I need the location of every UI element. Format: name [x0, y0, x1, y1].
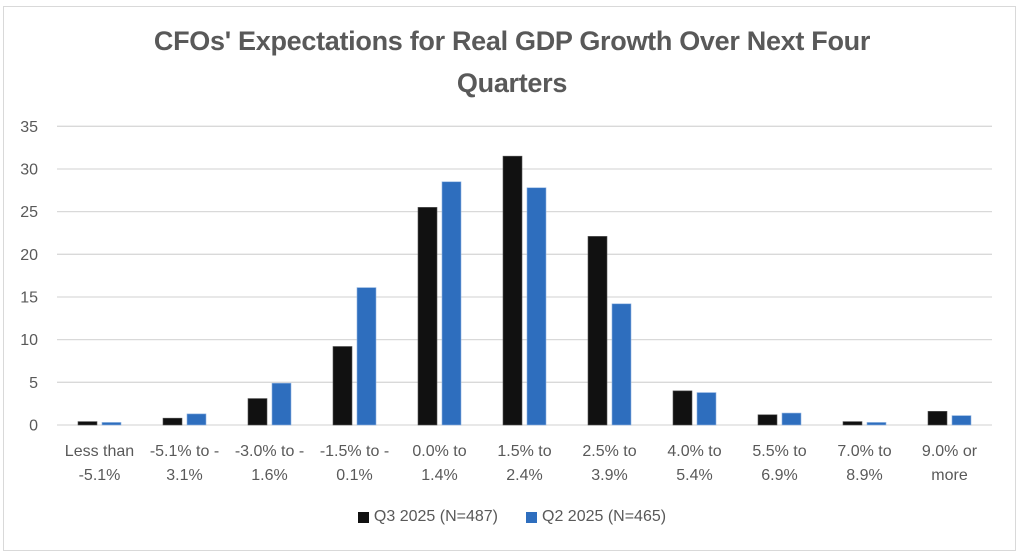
y-tick-label-15: 15	[20, 289, 38, 306]
chart-title: CFOs' Expectations for Real GDP Growth O…	[0, 20, 1024, 104]
x-tick-label-line: 0.0% to	[412, 443, 466, 460]
bar-q3-2025-0	[77, 421, 98, 426]
x-axis-ticks: Less than -5.1% -5.1% to - 3.1% -3.0% to - 1.…	[65, 443, 978, 484]
bar-q2-2025-10	[951, 415, 972, 426]
x-tick-label-line: -5.1% to -	[150, 443, 219, 460]
chart-title-line-1: CFOs' Expectations for Real GDP Growth O…	[153, 26, 871, 56]
x-tick-label-line: 4.0% to	[667, 443, 721, 460]
bar-q2-2025-5	[526, 187, 547, 426]
x-tick-label-4: 0.0% to 1.4%	[412, 443, 466, 484]
x-tick-label-8: 5.5% to 6.9%	[752, 443, 806, 484]
x-tick-label-line: 2.4%	[506, 467, 542, 484]
y-tick-label-25: 25	[20, 204, 38, 221]
bar-q2-2025-0	[101, 422, 122, 426]
legend-label-q3-2025: Q3 2025 (N=487)	[373, 508, 498, 525]
bar-q2-2025-7	[696, 392, 717, 426]
x-tick-label-line: 3.1%	[166, 467, 202, 484]
y-tick-label-35: 35	[20, 119, 38, 136]
bar-q3-2025-1	[162, 417, 183, 426]
bar-q3-2025-4	[417, 207, 438, 426]
bar-q3-2025-9	[842, 421, 863, 426]
x-tick-label-line: 9.0% or	[922, 443, 978, 460]
x-tick-label-line: -5.1%	[79, 467, 121, 484]
x-tick-label-line: 5.4%	[676, 467, 712, 484]
legend-swatch-q3-2025	[357, 511, 369, 523]
chart-title-line-2: Quarters	[456, 68, 568, 98]
bar-q2-2025-6	[611, 303, 632, 426]
bar-q2-2025-1	[186, 413, 207, 426]
y-axis-ticks: 0 5 10 15 20 25 30 35	[20, 119, 38, 435]
x-tick-label-line: -1.5% to -	[320, 443, 389, 460]
x-tick-label-3: -1.5% to - 0.1%	[320, 443, 389, 484]
bar-q3-2025-7	[672, 390, 693, 426]
bar-q3-2025-2	[247, 398, 268, 426]
x-tick-label-9: 7.0% to 8.9%	[837, 443, 891, 484]
x-tick-label-line: 1.5% to	[497, 443, 551, 460]
x-tick-label-line: 1.6%	[251, 467, 287, 484]
legend-item-q3-2025[interactable]: Q3 2025 (N=487)	[357, 508, 498, 526]
x-tick-label-line: Less than	[65, 443, 134, 460]
x-tick-label-7: 4.0% to 5.4%	[667, 443, 721, 484]
gridlines	[57, 125, 992, 426]
bar-q2-2025-3	[356, 287, 377, 426]
y-tick-label-20: 20	[20, 247, 38, 264]
x-tick-label-line: 1.4%	[421, 467, 457, 484]
x-tick-label-1: -5.1% to - 3.1%	[150, 443, 219, 484]
bar-q2-2025-4	[441, 181, 462, 426]
bar-q2-2025-2	[271, 382, 292, 426]
y-tick-label-0: 0	[29, 418, 38, 435]
y-tick-label-5: 5	[29, 375, 38, 392]
bar-q3-2025-10	[927, 411, 948, 426]
bar-q3-2025-6	[587, 236, 608, 426]
x-tick-label-6: 2.5% to 3.9%	[582, 443, 636, 484]
bars	[77, 155, 972, 426]
x-tick-label-0: Less than -5.1%	[65, 443, 134, 484]
bar-q2-2025-9	[866, 422, 887, 426]
bar-q2-2025-8	[781, 412, 802, 426]
x-tick-label-line: -3.0% to -	[235, 443, 304, 460]
bar-q3-2025-5	[502, 155, 523, 426]
x-tick-label-line: 8.9%	[846, 467, 882, 484]
x-tick-label-10: 9.0% or more	[922, 443, 978, 484]
x-tick-label-2: -3.0% to - 1.6%	[235, 443, 304, 484]
bar-q3-2025-8	[757, 414, 778, 426]
x-tick-label-line: 2.5% to	[582, 443, 636, 460]
y-tick-label-30: 30	[20, 161, 38, 178]
x-tick-label-line: 3.9%	[591, 467, 627, 484]
legend-item-q2-2025[interactable]: Q2 2025 (N=465)	[526, 508, 666, 526]
x-tick-label-line: 7.0% to	[837, 443, 891, 460]
legend-label-q2-2025: Q2 2025 (N=465)	[542, 508, 667, 525]
bar-q3-2025-3	[332, 346, 353, 426]
x-tick-label-line: 5.5% to	[752, 443, 806, 460]
x-tick-label-5: 1.5% to 2.4%	[497, 443, 551, 484]
x-tick-label-line: 6.9%	[761, 467, 797, 484]
legend: Q3 2025 (N=487) Q2 2025 (N=465)	[0, 508, 1024, 526]
legend-swatch-q2-2025	[526, 511, 537, 523]
x-tick-label-line: 0.1%	[336, 467, 372, 484]
x-tick-label-line: more	[931, 467, 968, 484]
y-tick-label-10: 10	[20, 332, 38, 349]
